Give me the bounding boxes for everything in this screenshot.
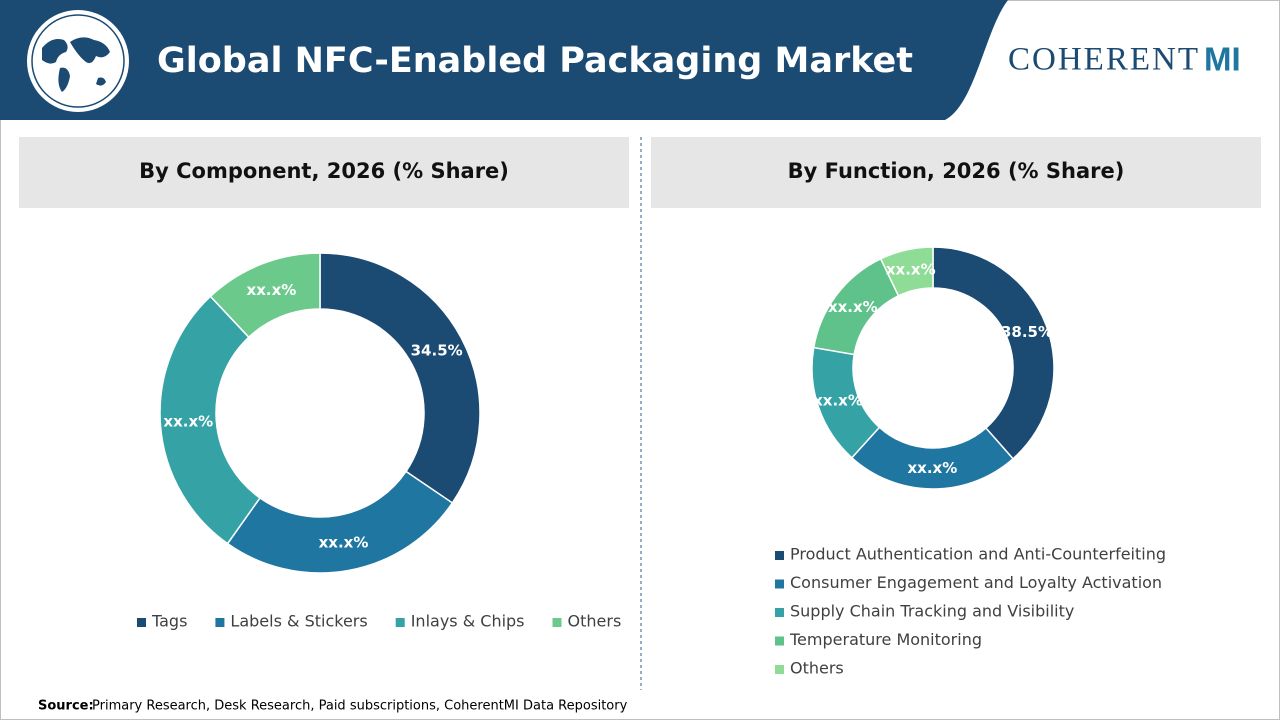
legend-swatch: [552, 618, 562, 627]
donut-segment: [879, 246, 934, 297]
legend-swatch: [775, 551, 784, 560]
legend-swatch: [395, 618, 405, 627]
data-label: xx.x%: [163, 413, 213, 431]
source-label: Source:: [38, 699, 94, 714]
legend-label: Consumer Engagement and Loyalty Activati…: [790, 573, 1162, 592]
donut-segment: [319, 252, 481, 504]
header-band: [0, 0, 1008, 120]
legend-label: Labels & Stickers: [230, 612, 367, 631]
donut-segment: [159, 295, 261, 545]
donut-segment: [932, 246, 1055, 460]
legend-label: Temperature Monitoring: [789, 630, 982, 649]
legend-swatch: [775, 608, 784, 617]
logo: COHERENT MI: [1008, 41, 1241, 78]
data-label: xx.x%: [247, 281, 297, 299]
header-title: Global NFC-Enabled Packaging Market: [157, 41, 913, 81]
chart-title: By Function, 2026 (% Share): [788, 159, 1125, 183]
data-label: 38.5%: [1001, 323, 1053, 341]
donut-segment: [226, 470, 454, 574]
legend-swatch: [775, 665, 784, 674]
chart-title: By Component, 2026 (% Share): [139, 159, 509, 183]
logo-suffix: MI: [1204, 41, 1241, 78]
donut-segment: [209, 252, 321, 339]
legend-swatch: [775, 636, 784, 646]
data-label: xx.x%: [907, 459, 957, 477]
data-label: xx.x%: [886, 260, 936, 278]
chart-title-box: [19, 137, 629, 208]
legend-label: Inlays & Chips: [411, 612, 525, 631]
data-label: xx.x%: [319, 533, 369, 551]
data-label: xx.x%: [813, 391, 863, 409]
data-label: xx.x%: [828, 298, 878, 316]
legend-swatch: [215, 618, 225, 627]
data-label: 34.5%: [411, 342, 463, 360]
legend-label: Product Authentication and Anti-Counterf…: [790, 545, 1166, 564]
legend-swatch: [775, 579, 784, 589]
legend-label: Supply Chain Tracking and Visibility: [790, 602, 1074, 621]
logo-main: COHERENT: [1008, 42, 1200, 78]
source-text: Primary Research, Desk Research, Paid su…: [92, 699, 628, 714]
legend-label: Others: [790, 659, 844, 678]
globe-icon: [27, 10, 129, 112]
legend-swatch: [137, 618, 146, 627]
legend-label: Tags: [151, 612, 187, 631]
legend-label: Others: [568, 612, 622, 631]
chart-title-box: [651, 137, 1261, 208]
